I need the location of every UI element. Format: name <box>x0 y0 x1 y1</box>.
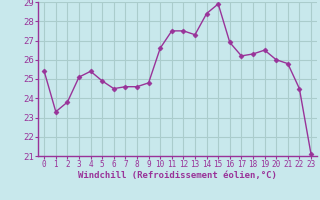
X-axis label: Windchill (Refroidissement éolien,°C): Windchill (Refroidissement éolien,°C) <box>78 171 277 180</box>
